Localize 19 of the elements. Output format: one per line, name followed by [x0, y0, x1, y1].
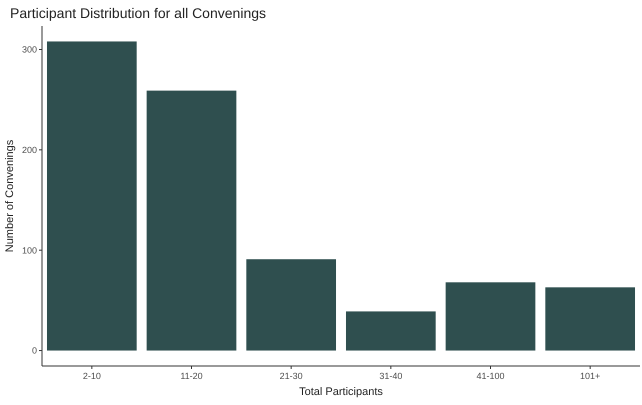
y-tick-label: 100 — [22, 245, 37, 256]
chart-title: Participant Distribution for all Convenings — [10, 5, 266, 21]
x-tick-label: 31-40 — [379, 371, 402, 381]
bar — [545, 287, 636, 351]
x-axis-title: Total Participants — [299, 386, 384, 398]
y-tick-label: 300 — [22, 44, 37, 55]
y-tick-label: 0 — [32, 346, 37, 356]
y-axis-title: Number of Convenings — [4, 139, 16, 252]
bar — [46, 41, 137, 351]
x-tick-label: 41-100 — [476, 371, 505, 381]
bar — [446, 282, 536, 351]
x-tick-label: 11-20 — [180, 371, 203, 381]
y-tick-label: 200 — [22, 144, 37, 155]
bar — [146, 90, 236, 351]
x-tick-label: 21-30 — [280, 371, 303, 381]
bar — [346, 311, 436, 351]
bar — [246, 259, 336, 351]
x-tick-label: 2-10 — [82, 371, 101, 381]
x-tick-label: 101+ — [580, 371, 600, 381]
